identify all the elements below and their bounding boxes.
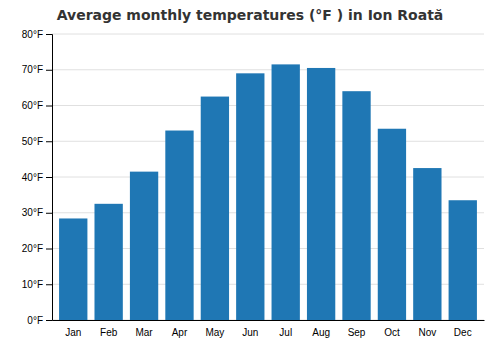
tick-label: 60°F (22, 100, 43, 111)
tick-mark (46, 70, 52, 71)
tick: Jun (242, 327, 258, 338)
tick: 20°F (22, 243, 52, 254)
y-axis: 0°F 10°F 20°F 30°F 40°F 50°F 60°F 70°F 80°F (22, 29, 53, 326)
bar (130, 172, 158, 320)
tick-label: Sep (348, 327, 366, 338)
bar (378, 129, 406, 320)
bar (307, 68, 335, 320)
tick-label: 70°F (22, 64, 43, 75)
tick: 10°F (22, 279, 52, 290)
tick-label: May (205, 327, 224, 338)
tick: Jul (279, 327, 292, 338)
axis-line (53, 320, 485, 321)
tick-label: Aug (312, 327, 330, 338)
tick-label: 30°F (22, 207, 43, 218)
bar (236, 73, 264, 320)
plot: 0°F 10°F 20°F 30°F 40°F 50°F 60°F 70°F 80°F Jan Fe… (22, 29, 485, 338)
bar (342, 91, 370, 320)
bar (272, 64, 300, 320)
tick: Nov (418, 327, 436, 338)
tick: 40°F (22, 172, 52, 183)
bar (413, 168, 441, 320)
tick-mark (46, 213, 52, 214)
title: Average monthly temperatures (°F ) in Io… (57, 7, 444, 23)
grid-line (52, 69, 484, 70)
tick-label: Nov (418, 327, 436, 338)
grid (52, 34, 484, 320)
axis-line (46, 35, 53, 321)
tick-mark (46, 106, 52, 107)
bars (59, 64, 477, 320)
tick: Apr (172, 327, 188, 338)
tick-label: Jan (65, 327, 81, 338)
grid-line (52, 34, 484, 35)
tick-mark (46, 177, 52, 178)
tick-label: Dec (454, 327, 472, 338)
tick-label: 40°F (22, 172, 43, 183)
tick-label: Apr (172, 327, 188, 338)
tick-mark (46, 34, 52, 35)
tick-mark (46, 284, 52, 285)
tick-label: Oct (384, 327, 400, 338)
tick: Jan (65, 327, 81, 338)
tick: Oct (384, 327, 400, 338)
tick: 30°F (22, 207, 52, 218)
bar (449, 200, 477, 320)
tick-mark (46, 141, 52, 142)
tick: Mar (135, 327, 153, 338)
grid-line (52, 105, 484, 106)
tick-label: 0°F (27, 315, 43, 326)
tick-mark (46, 320, 52, 321)
tick-label: Mar (135, 327, 153, 338)
tick-mark (46, 249, 52, 250)
tick: May (205, 327, 224, 338)
tick: 60°F (22, 100, 52, 111)
x-axis: Jan Feb Mar Apr May Jun Jul Aug Sep Oct Nov Dec (53, 321, 485, 339)
tick: 0°F (27, 315, 52, 326)
tick: 50°F (22, 136, 52, 147)
grid-line (52, 141, 484, 142)
tick: Aug (312, 327, 330, 338)
tick: 70°F (22, 64, 52, 75)
tick-label: Jul (279, 327, 292, 338)
tick: Feb (100, 327, 118, 338)
tick-label: Jun (242, 327, 258, 338)
tick-label: 10°F (22, 279, 43, 290)
tick: Dec (454, 327, 472, 338)
chart: Average monthly temperatures (°F ) in Io… (0, 0, 500, 350)
bar (165, 131, 193, 320)
bar (59, 218, 87, 320)
bar (94, 204, 122, 320)
tick-label: 80°F (22, 29, 43, 40)
bar (201, 97, 229, 320)
tick: Sep (348, 327, 366, 338)
tick-label: 50°F (22, 136, 43, 147)
tick-label: Feb (100, 327, 118, 338)
tick-label: 20°F (22, 243, 43, 254)
tick: 80°F (22, 29, 52, 40)
